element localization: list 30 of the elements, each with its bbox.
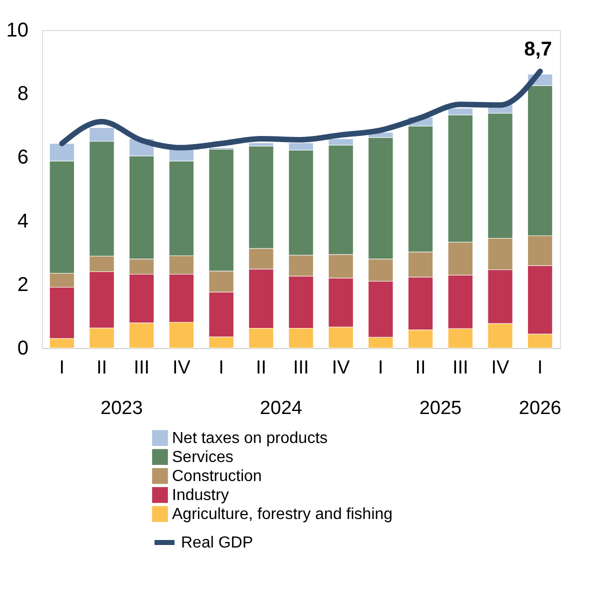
x-tick-label: IV [491,358,510,378]
x-tick-label: I [537,358,543,378]
x-tick-label: I [218,358,224,378]
x-tick-label: II [256,358,266,378]
x-tick-label: II [415,358,426,378]
x-tick-label: III [134,358,150,378]
x-tick-label: IV [332,358,350,378]
x-tick-label: II [96,358,108,378]
x-tick-label: III [452,358,468,378]
legend-label: Agriculture, forestry and fishing [172,506,393,523]
y-tick-label: 8 [17,83,28,106]
x-tick-label: I [378,358,384,378]
x-tick-label: IV [172,358,191,378]
legend-label: Net taxes on products [172,430,328,447]
y-tick-label: 2 [17,274,28,296]
y-tick-label: 10 [6,20,28,42]
y-tick-label: 4 [17,210,28,232]
legend-label: Real GDP [181,534,254,552]
text: 2024 [260,398,303,419]
legend-label: Services [172,449,234,466]
y-tick-label: 0 [17,338,28,360]
y-tick-label: 6 [17,146,28,169]
text: 2025 [419,398,462,419]
text: 2026 [518,398,562,419]
text: 2023 [100,398,143,419]
x-tick-label: I [59,358,65,378]
legend-label: Industry [172,487,229,504]
data-label: 8,7 [524,38,552,60]
x-tick-label: III [293,358,309,378]
legend-label: Construction [172,468,262,485]
